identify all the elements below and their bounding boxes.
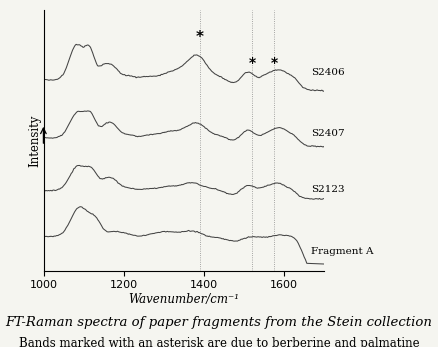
Text: FT-Raman spectra of paper fragments from the Stein collection: FT-Raman spectra of paper fragments from… [6,316,432,329]
X-axis label: Wavenumber/cm⁻¹: Wavenumber/cm⁻¹ [128,293,240,306]
Text: S2123: S2123 [311,185,345,194]
Text: *: * [271,56,278,70]
Text: S2407: S2407 [311,129,345,138]
Text: *: * [196,30,204,45]
Text: Bands marked with an asterisk are due to berberine and palmatine: Bands marked with an asterisk are due to… [19,337,419,347]
Text: *: * [248,56,256,70]
Text: S2406: S2406 [311,68,345,77]
Y-axis label: Intensity: Intensity [28,115,41,167]
Text: Fragment A: Fragment A [311,247,374,256]
